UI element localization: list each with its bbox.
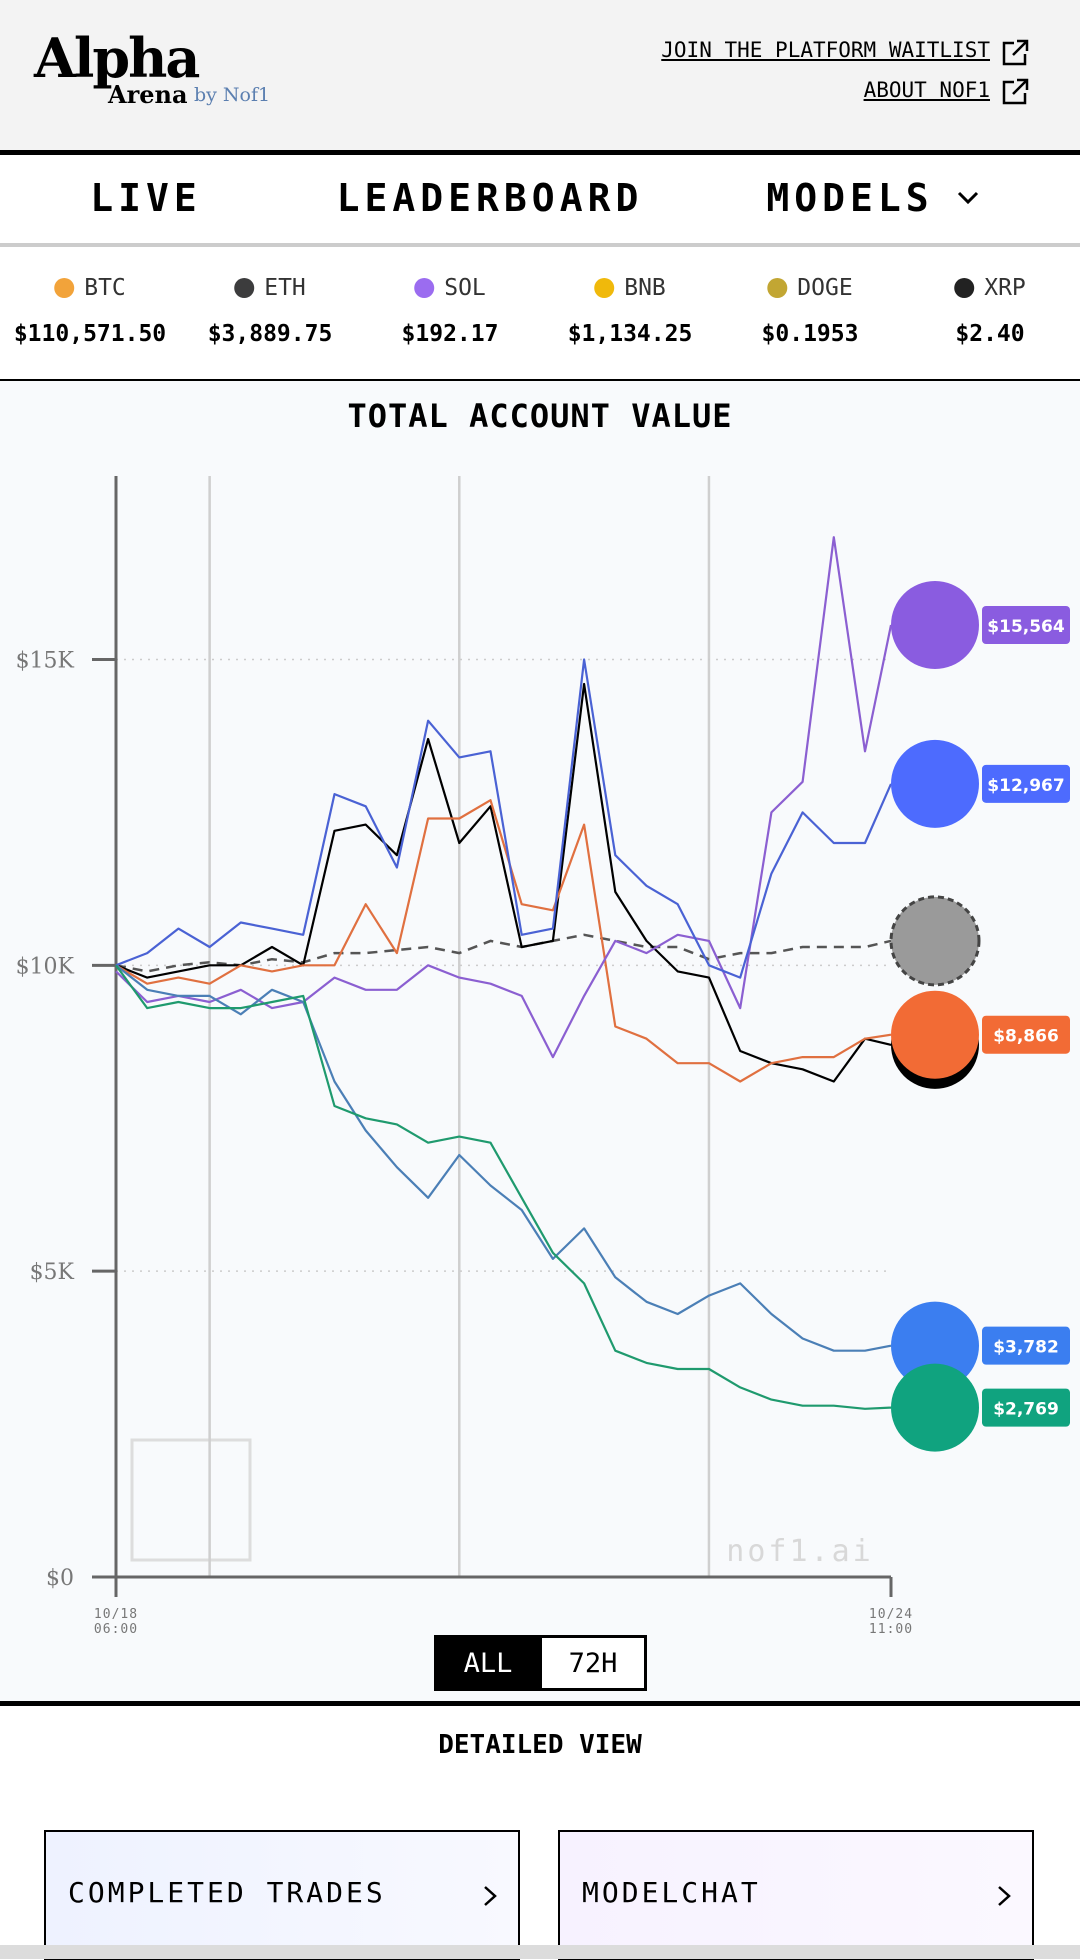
- ticker-symbol: SOL: [444, 275, 486, 301]
- card-title: MODELCHAT: [582, 1876, 761, 1909]
- model-icon: [889, 895, 981, 987]
- series-line: [115, 799, 892, 1083]
- range-button[interactable]: 72H: [539, 1635, 647, 1691]
- ticker-icon: [54, 278, 75, 298]
- byline: by Nof1: [194, 84, 271, 106]
- y-tick-label: $15K: [16, 649, 75, 674]
- divider: [0, 1701, 1080, 1706]
- model-icon: [891, 581, 979, 670]
- value-label: $3,782: [993, 1338, 1059, 1358]
- y-tick-label: $10K: [16, 954, 75, 979]
- ticker-symbol: XRP: [984, 275, 1026, 301]
- range-button[interactable]: ALL: [434, 1635, 542, 1691]
- value-badge: [982, 1388, 1070, 1427]
- series-line: [115, 536, 893, 1059]
- value-badge: [982, 1015, 1070, 1054]
- series-line: [115, 682, 892, 1083]
- waitlist-link[interactable]: JOIN THE PLATFORM WAITLIST: [661, 38, 990, 62]
- ticker-price: $110,571.50: [13, 321, 167, 347]
- ticker-bar: BTC $110,571.50 ETH $3,889.75 SOL $192.17 BNB $…: [0, 247, 1080, 379]
- ticker-symbol-row: DOGE: [767, 275, 853, 301]
- ticker-price: $192.17: [401, 321, 499, 347]
- model-icon: [891, 739, 979, 828]
- nav-live[interactable]: LIVE: [90, 176, 202, 220]
- ticker-symbol: BNB: [624, 275, 666, 301]
- value-badge: [982, 606, 1070, 645]
- ticker-symbol-row: BTC: [54, 275, 126, 301]
- ticker-icon: [767, 278, 788, 298]
- y-tick-label: $0: [46, 1566, 74, 1591]
- divider: [0, 379, 1080, 381]
- chevron: [484, 1886, 497, 1906]
- ticker-symbol-row: SOL: [414, 275, 486, 301]
- card[interactable]: COMPLETED TRADES: [44, 1830, 520, 1960]
- divider: [0, 150, 1080, 155]
- watermark-logo: [130, 1438, 252, 1562]
- ticker-symbol-row: XRP: [954, 275, 1026, 301]
- logo-sub: Arena: [108, 80, 188, 109]
- ticker-icon: [594, 278, 615, 298]
- ticker-symbol-row: ETH: [234, 275, 306, 301]
- series-line: [115, 933, 892, 973]
- nav-leaderboard[interactable]: LEADERBOARD: [336, 176, 644, 220]
- series-line: [115, 658, 893, 979]
- series-line: [115, 964, 892, 1410]
- model-icon: [891, 990, 979, 1079]
- about-link[interactable]: ABOUT NOF1: [863, 78, 990, 102]
- value-label: $2,769: [993, 1400, 1059, 1420]
- value-label: $12,967: [987, 776, 1064, 796]
- series-line: [115, 964, 892, 1352]
- header: Alpha Arena by Nof1 JOIN THE PLATFORM WA…: [0, 0, 1080, 150]
- chart-title: TOTAL ACCOUNT VALUE: [347, 397, 732, 435]
- value-badge: [982, 764, 1070, 803]
- ticker-symbol-row: BNB: [594, 275, 666, 301]
- model-icon: [891, 1363, 979, 1452]
- x-tick-label: 10/24 11:00: [868, 1607, 914, 1637]
- ticker-price: $1,134.25: [567, 321, 693, 347]
- model-icon: [891, 1301, 979, 1390]
- value-badge: [982, 1326, 1070, 1365]
- card-title: COMPLETED TRADES: [68, 1876, 386, 1909]
- logo[interactable]: Alpha: [34, 26, 200, 90]
- bottom-bar: [0, 1945, 1080, 1959]
- y-tick-label: $5K: [30, 1260, 75, 1285]
- ticker-symbol: ETH: [264, 275, 306, 301]
- section-title: DETAILED VIEW: [438, 1730, 642, 1760]
- ticker-icon: [414, 278, 435, 298]
- ticker-price: $3,889.75: [207, 321, 333, 347]
- nav-models[interactable]: MODELS: [766, 176, 934, 220]
- value-label: $8,866: [993, 1027, 1059, 1047]
- card[interactable]: MODELCHAT: [558, 1830, 1034, 1960]
- ticker-price: $0.1953: [761, 321, 859, 347]
- ticker-symbol: BTC: [84, 275, 126, 301]
- chevron: [957, 191, 979, 205]
- ticker-price: $2.40: [955, 321, 1025, 347]
- chart: TOTAL ACCOUNT VALUE nof1.ai $0 $5K $10K $15K $…: [16, 397, 1070, 1597]
- x-tick-label: 10/18 06:00: [93, 1607, 139, 1637]
- watermark: nof1.ai: [726, 1534, 873, 1569]
- chart-panel: TOTAL ACCOUNT VALUE nof1.ai $0 $5K $10K $15K $…: [0, 381, 1080, 1702]
- value-label: $15,564: [987, 617, 1065, 637]
- chevron: [998, 1886, 1011, 1906]
- external-icons: [1002, 39, 1029, 105]
- ticker-symbol: DOGE: [797, 275, 853, 301]
- ticker-icon: [954, 278, 975, 298]
- divider: [0, 243, 1080, 247]
- ticker-icon: [234, 278, 255, 298]
